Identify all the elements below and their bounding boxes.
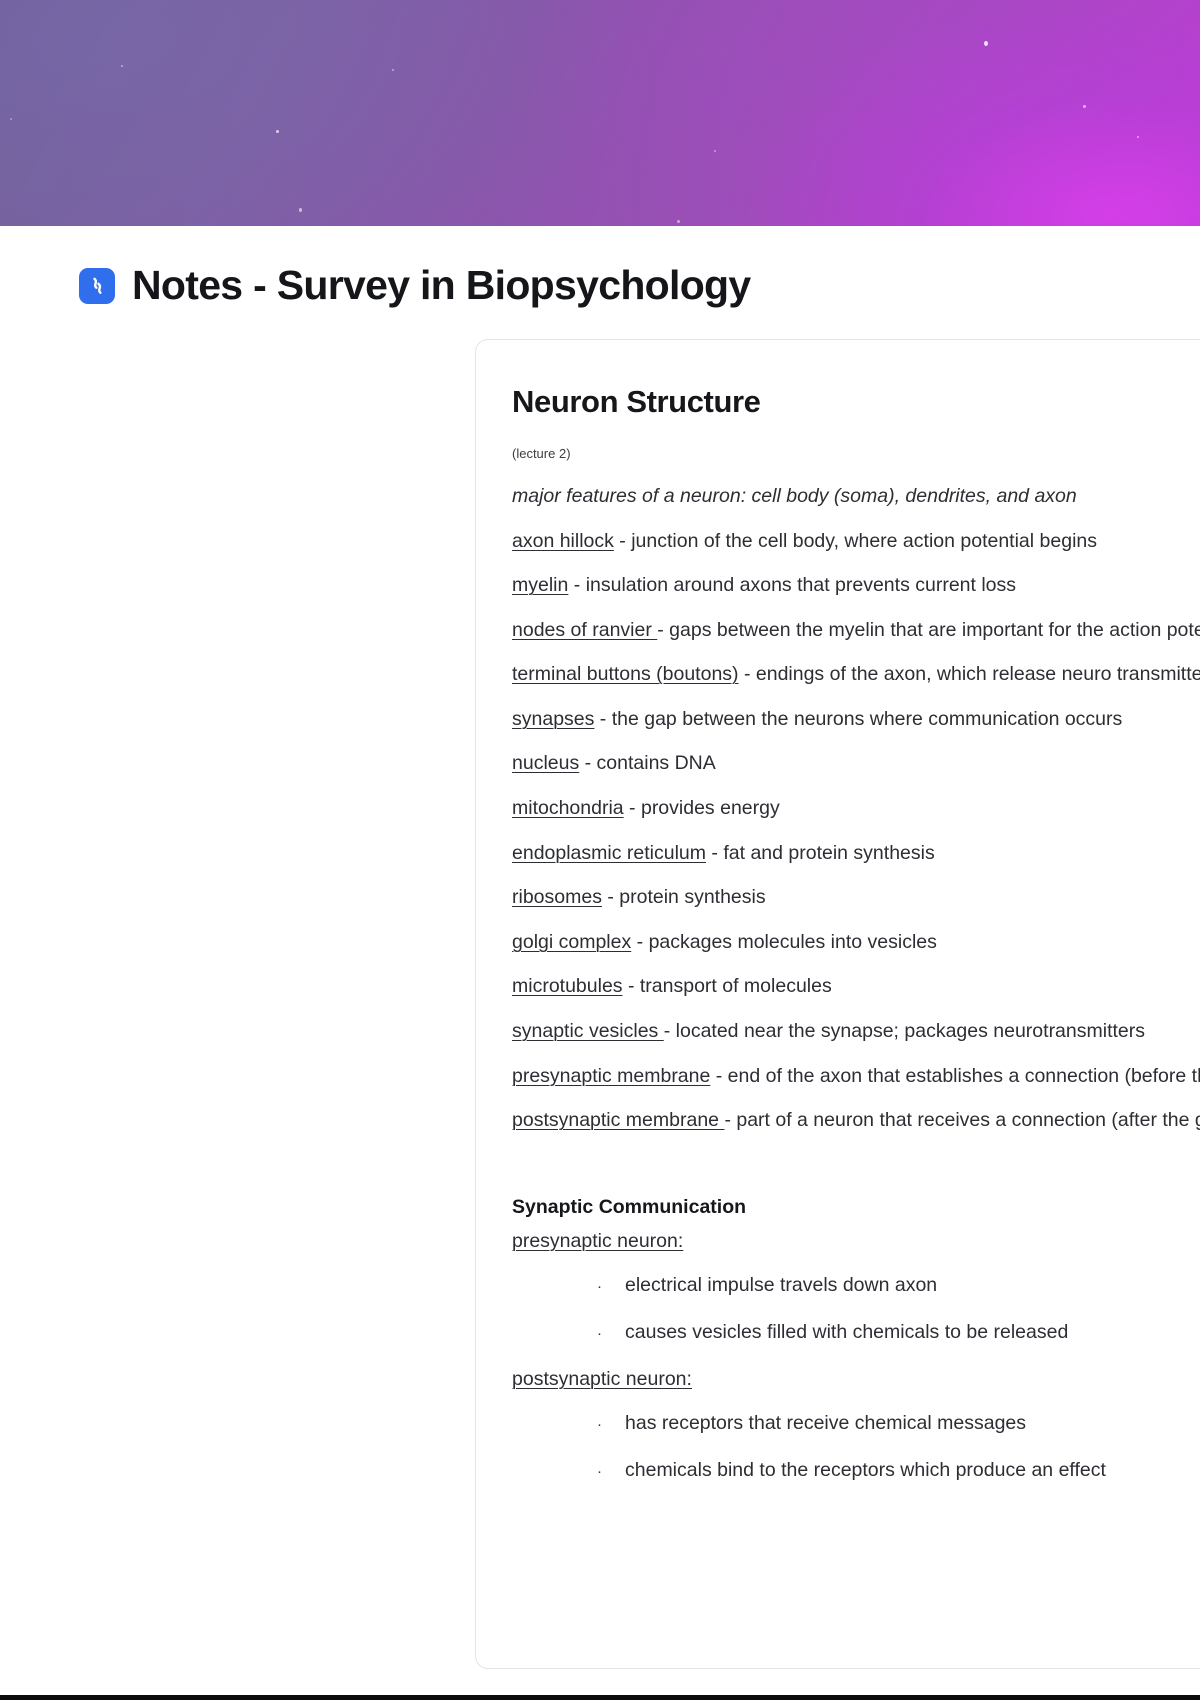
definition-text: - end of the axon that establishes a con… — [715, 1064, 1200, 1087]
list-item: · has receptors that receive chemical mes… — [512, 1409, 1200, 1438]
definition-line: myelin - insulation around axons that pr… — [512, 570, 1200, 602]
group-label-text: presynaptic neuron: — [512, 1229, 684, 1252]
star-speck — [299, 208, 302, 212]
definition-line: golgi complex - packages molecules into … — [512, 927, 1200, 959]
definition-term: synapses — [512, 707, 595, 730]
note-heading: Neuron Structure — [512, 384, 761, 419]
definition-term: terminal buttons (boutons) — [512, 663, 739, 686]
definition-line: nodes of ranvier - gaps between the myel… — [512, 615, 1200, 647]
definition-text: - fat and protein synthesis — [706, 841, 935, 864]
definition-term: nodes of ranvier — [512, 618, 658, 641]
bullet-dot-icon: · — [597, 1462, 602, 1480]
definition-text: - the gap between the neurons where comm… — [594, 707, 1123, 730]
definition-text: - gaps between the myelin that are impor… — [657, 618, 1200, 641]
group-label: presynaptic neuron: — [512, 1226, 1200, 1258]
definition-term: nucleus — [512, 752, 580, 775]
list-item-text: has receptors that receive chemical mess… — [625, 1412, 1027, 1435]
definition-line: synaptic vesicles - located near the syn… — [512, 1016, 1200, 1048]
synaptic-groups: presynaptic neuron: · electrical impulse t… — [512, 1226, 1200, 1485]
star-speck — [677, 220, 680, 223]
list-item: · chemicals bind to the receptors which p… — [512, 1456, 1200, 1485]
definition-text: - insulation around axons that prevents … — [568, 574, 1017, 597]
star-speck — [10, 118, 12, 120]
definition-term: mitochondria — [512, 797, 624, 820]
note-card: Neuron Structure (lecture 2) major featu… — [475, 339, 1200, 1669]
definition-list: axon hillock - junction of the cell body… — [512, 526, 1200, 1137]
list-item-text: causes vesicles filled with chemicals to… — [625, 1320, 1069, 1343]
definition-line: microtubules - transport of molecules — [512, 971, 1200, 1003]
definition-term: ribosomes — [512, 886, 602, 909]
definition-text: - junction of the cell body, where actio… — [613, 529, 1097, 552]
lightning-note-icon — [79, 267, 115, 304]
definition-term: synaptic vesicles — [512, 1019, 664, 1042]
definition-term: myelin — [512, 574, 569, 597]
bullet-dot-icon: · — [597, 1278, 602, 1296]
star-speck — [276, 130, 279, 133]
note-lecture-label: (lecture 2) — [512, 446, 571, 461]
section-heading-synaptic-communication: Synaptic Communication — [512, 1195, 747, 1218]
definition-text: - located near the synapse; packages neu… — [663, 1019, 1145, 1042]
definition-line: presynaptic membrane - end of the axon t… — [512, 1061, 1200, 1093]
definition-term: endoplasmic reticulum — [512, 841, 707, 864]
definition-term: microtubules — [512, 975, 623, 998]
definition-line: axon hillock - junction of the cell body… — [512, 526, 1200, 558]
star-speck — [984, 41, 988, 46]
list-item: · causes vesicles filled with chemicals t… — [512, 1318, 1200, 1347]
star-speck — [392, 69, 394, 71]
star-speck — [121, 65, 123, 67]
definition-line: nucleus - contains DNA — [512, 748, 1200, 780]
document-title-row: Notes - Survey in Biopsychology — [79, 262, 751, 308]
star-speck — [1083, 105, 1086, 108]
definition-text: - contains DNA — [579, 752, 716, 775]
definition-line: synapses - the gap between the neurons w… — [512, 704, 1200, 736]
group-label-text: postsynaptic neuron: — [512, 1367, 692, 1390]
definition-term: postsynaptic membrane — [512, 1109, 725, 1132]
section-spacer — [512, 1150, 1200, 1196]
bullet-list: · electrical impulse travels down axon · ca… — [512, 1271, 1200, 1347]
list-item-text: electrical impulse travels down axon — [625, 1274, 938, 1297]
bullet-dot-icon: · — [597, 1416, 602, 1434]
page-title: Notes - Survey in Biopsychology — [132, 262, 751, 308]
list-item: · electrical impulse travels down axon — [512, 1271, 1200, 1300]
definition-term: presynaptic membrane — [512, 1064, 711, 1087]
bottom-edge-rule — [0, 1695, 1200, 1700]
list-item-text: chemicals bind to the receptors which pr… — [625, 1458, 1106, 1481]
definition-text: - provides energy — [623, 797, 780, 820]
group-label: postsynaptic neuron: — [512, 1364, 1200, 1396]
definition-text: - protein synthesis — [601, 886, 766, 909]
definition-line: endoplasmic reticulum - fat and protein … — [512, 838, 1200, 870]
definition-term: golgi complex — [512, 930, 632, 953]
star-speck — [714, 150, 716, 152]
note-intro-line: major features of a neuron: cell body (s… — [512, 485, 1077, 507]
bullet-list: · has receptors that receive chemical mes… — [512, 1409, 1200, 1485]
bullet-dot-icon: · — [597, 1324, 602, 1342]
definition-line: postsynaptic membrane - part of a neuron… — [512, 1105, 1200, 1137]
definition-line: mitochondria - provides energy — [512, 793, 1200, 825]
definition-line: ribosomes - protein synthesis — [512, 882, 1200, 914]
definition-text: - packages molecules into vesicles — [631, 930, 937, 953]
definition-text: - part of a neuron that receives a conne… — [724, 1109, 1200, 1132]
definition-term: axon hillock — [512, 529, 614, 552]
definition-line: terminal buttons (boutons) - endings of … — [512, 659, 1200, 691]
star-speck — [1137, 136, 1139, 138]
definition-text: - transport of molecules — [622, 975, 832, 998]
definition-text: - endings of the axon, which release neu… — [738, 663, 1200, 686]
nebula-banner — [0, 0, 1200, 226]
banner-streaks — [0, 0, 1200, 226]
